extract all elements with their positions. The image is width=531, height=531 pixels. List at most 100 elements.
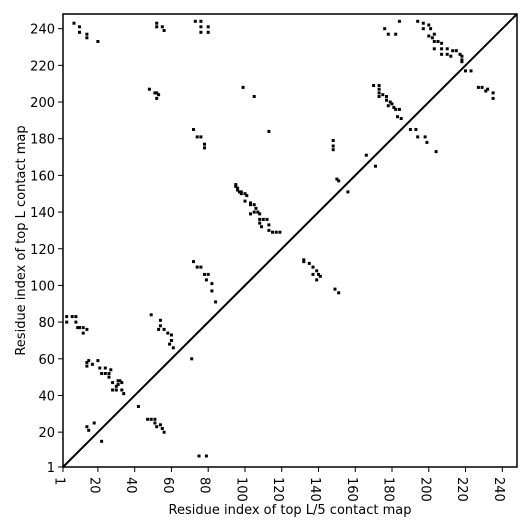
contact-point	[169, 339, 173, 342]
contact-point	[65, 320, 69, 324]
contact-point	[195, 265, 199, 269]
contact-point	[267, 129, 271, 133]
contact-point	[96, 359, 100, 363]
contact-point	[331, 144, 335, 148]
contact-point	[451, 49, 455, 53]
contact-point	[445, 47, 449, 51]
contact-point	[385, 98, 388, 102]
contact-point	[74, 315, 78, 319]
contact-point	[377, 84, 381, 87]
contact-point	[107, 372, 111, 375]
contact-point	[243, 199, 247, 203]
contact-point	[317, 272, 320, 276]
contact-point	[166, 331, 170, 335]
contact-point	[157, 93, 161, 97]
contact-point	[331, 148, 335, 152]
contact-point	[162, 430, 166, 434]
contact-point	[199, 25, 203, 29]
contact-point	[158, 324, 162, 328]
contact-point	[85, 361, 89, 364]
contact-point	[76, 326, 80, 330]
contact-point	[258, 212, 262, 216]
contact-point	[256, 210, 260, 214]
contact-point	[377, 87, 381, 91]
contact-point	[116, 379, 120, 383]
contact-point	[78, 30, 81, 34]
contact-point	[206, 30, 210, 34]
contact-point	[92, 421, 96, 425]
contact-point	[96, 40, 100, 43]
y-tick-label: 60	[38, 353, 55, 368]
contact-point	[399, 117, 403, 120]
contact-point	[416, 135, 420, 139]
x-tick-label: 120	[270, 477, 285, 502]
contact-point	[267, 223, 271, 227]
x-tick-label: 200	[417, 477, 432, 502]
x-tick-label: 220	[454, 477, 469, 502]
y-tick-label: 140	[30, 206, 55, 221]
x-tick-label: 80	[197, 477, 212, 494]
contact-point	[120, 381, 124, 385]
contact-point	[337, 291, 341, 295]
contact-point	[65, 315, 69, 319]
contact-point	[199, 265, 203, 269]
contact-point	[432, 32, 436, 36]
contact-point	[484, 89, 488, 93]
contact-point	[203, 146, 206, 150]
contact-point	[114, 388, 118, 392]
contact-point	[476, 85, 480, 89]
contact-point	[153, 421, 157, 425]
y-tick-label: 100	[30, 279, 55, 294]
contact-point	[206, 272, 210, 276]
contact-point	[258, 221, 262, 225]
contact-point	[436, 40, 440, 43]
contact-point	[149, 313, 153, 317]
contact-point	[454, 49, 458, 53]
contact-point	[374, 164, 377, 168]
contact-point	[394, 107, 398, 111]
contact-point	[238, 190, 241, 194]
contact-point	[381, 93, 385, 97]
contact-point	[153, 417, 157, 421]
contact-point	[85, 32, 89, 36]
contact-point	[421, 21, 425, 25]
plot-frame	[62, 13, 518, 468]
contact-point	[214, 300, 218, 304]
contact-point	[114, 384, 118, 388]
contact-point	[155, 425, 159, 429]
contact-point	[239, 190, 243, 194]
contact-point	[335, 177, 339, 181]
y-axis-label: Residue index of top L contact map	[14, 125, 29, 355]
contact-point	[81, 331, 85, 335]
contact-point	[315, 269, 319, 273]
contact-point	[377, 95, 381, 98]
contact-point	[116, 383, 120, 386]
contact-point	[311, 272, 315, 276]
contact-point	[85, 327, 89, 331]
contact-point	[458, 52, 462, 56]
contact-point	[245, 194, 249, 198]
contact-point	[302, 260, 306, 264]
contact-point	[372, 84, 376, 87]
contact-point	[388, 100, 392, 104]
contact-point	[171, 346, 175, 350]
contact-point	[236, 188, 240, 192]
y-tick-label: 160	[30, 169, 55, 184]
contact-point	[74, 320, 78, 324]
contact-point	[199, 19, 203, 23]
contact-point	[197, 454, 201, 458]
contact-point	[162, 29, 166, 32]
contact-point	[307, 261, 311, 265]
contact-point	[155, 21, 159, 25]
contact-point	[243, 192, 247, 196]
contact-point	[254, 206, 258, 210]
contact-point	[271, 230, 274, 234]
contact-point	[469, 69, 473, 73]
contact-point	[155, 91, 159, 95]
contact-point	[331, 139, 335, 142]
contact-point	[111, 388, 115, 392]
contact-point	[192, 260, 195, 264]
contact-point	[491, 96, 495, 100]
contact-point	[199, 135, 203, 139]
x-tick-label: 100	[233, 477, 248, 502]
